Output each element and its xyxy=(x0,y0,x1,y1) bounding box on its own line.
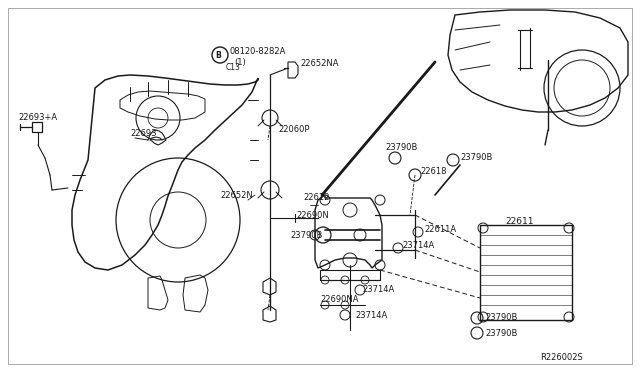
Text: 23714A: 23714A xyxy=(355,311,387,321)
Text: 22652N: 22652N xyxy=(220,192,253,201)
Text: 22611A: 22611A xyxy=(424,225,456,234)
Text: 22060P: 22060P xyxy=(278,125,310,135)
Text: 22690N: 22690N xyxy=(296,211,329,219)
Text: 23714A: 23714A xyxy=(402,241,435,250)
Text: 22618: 22618 xyxy=(420,167,447,176)
Text: 22693+A: 22693+A xyxy=(18,113,57,122)
Text: 23714A: 23714A xyxy=(362,285,394,295)
Text: 23790B: 23790B xyxy=(460,154,492,163)
Text: 22612: 22612 xyxy=(303,193,330,202)
Text: B: B xyxy=(215,51,221,60)
Text: (1): (1) xyxy=(234,58,246,67)
Bar xyxy=(480,225,572,320)
Text: 23790B: 23790B xyxy=(485,314,517,323)
Text: 22693: 22693 xyxy=(130,128,157,138)
Text: R226002S: R226002S xyxy=(540,353,583,362)
Text: 22652NA: 22652NA xyxy=(300,58,339,67)
Text: 22690NA: 22690NA xyxy=(320,295,358,305)
Text: 23790B: 23790B xyxy=(385,144,417,153)
Text: 08120-8282A: 08120-8282A xyxy=(230,48,286,57)
Text: 23790B: 23790B xyxy=(290,231,323,240)
Text: 23790B: 23790B xyxy=(485,328,517,337)
Text: 22611: 22611 xyxy=(505,218,534,227)
Text: C13: C13 xyxy=(226,64,241,73)
